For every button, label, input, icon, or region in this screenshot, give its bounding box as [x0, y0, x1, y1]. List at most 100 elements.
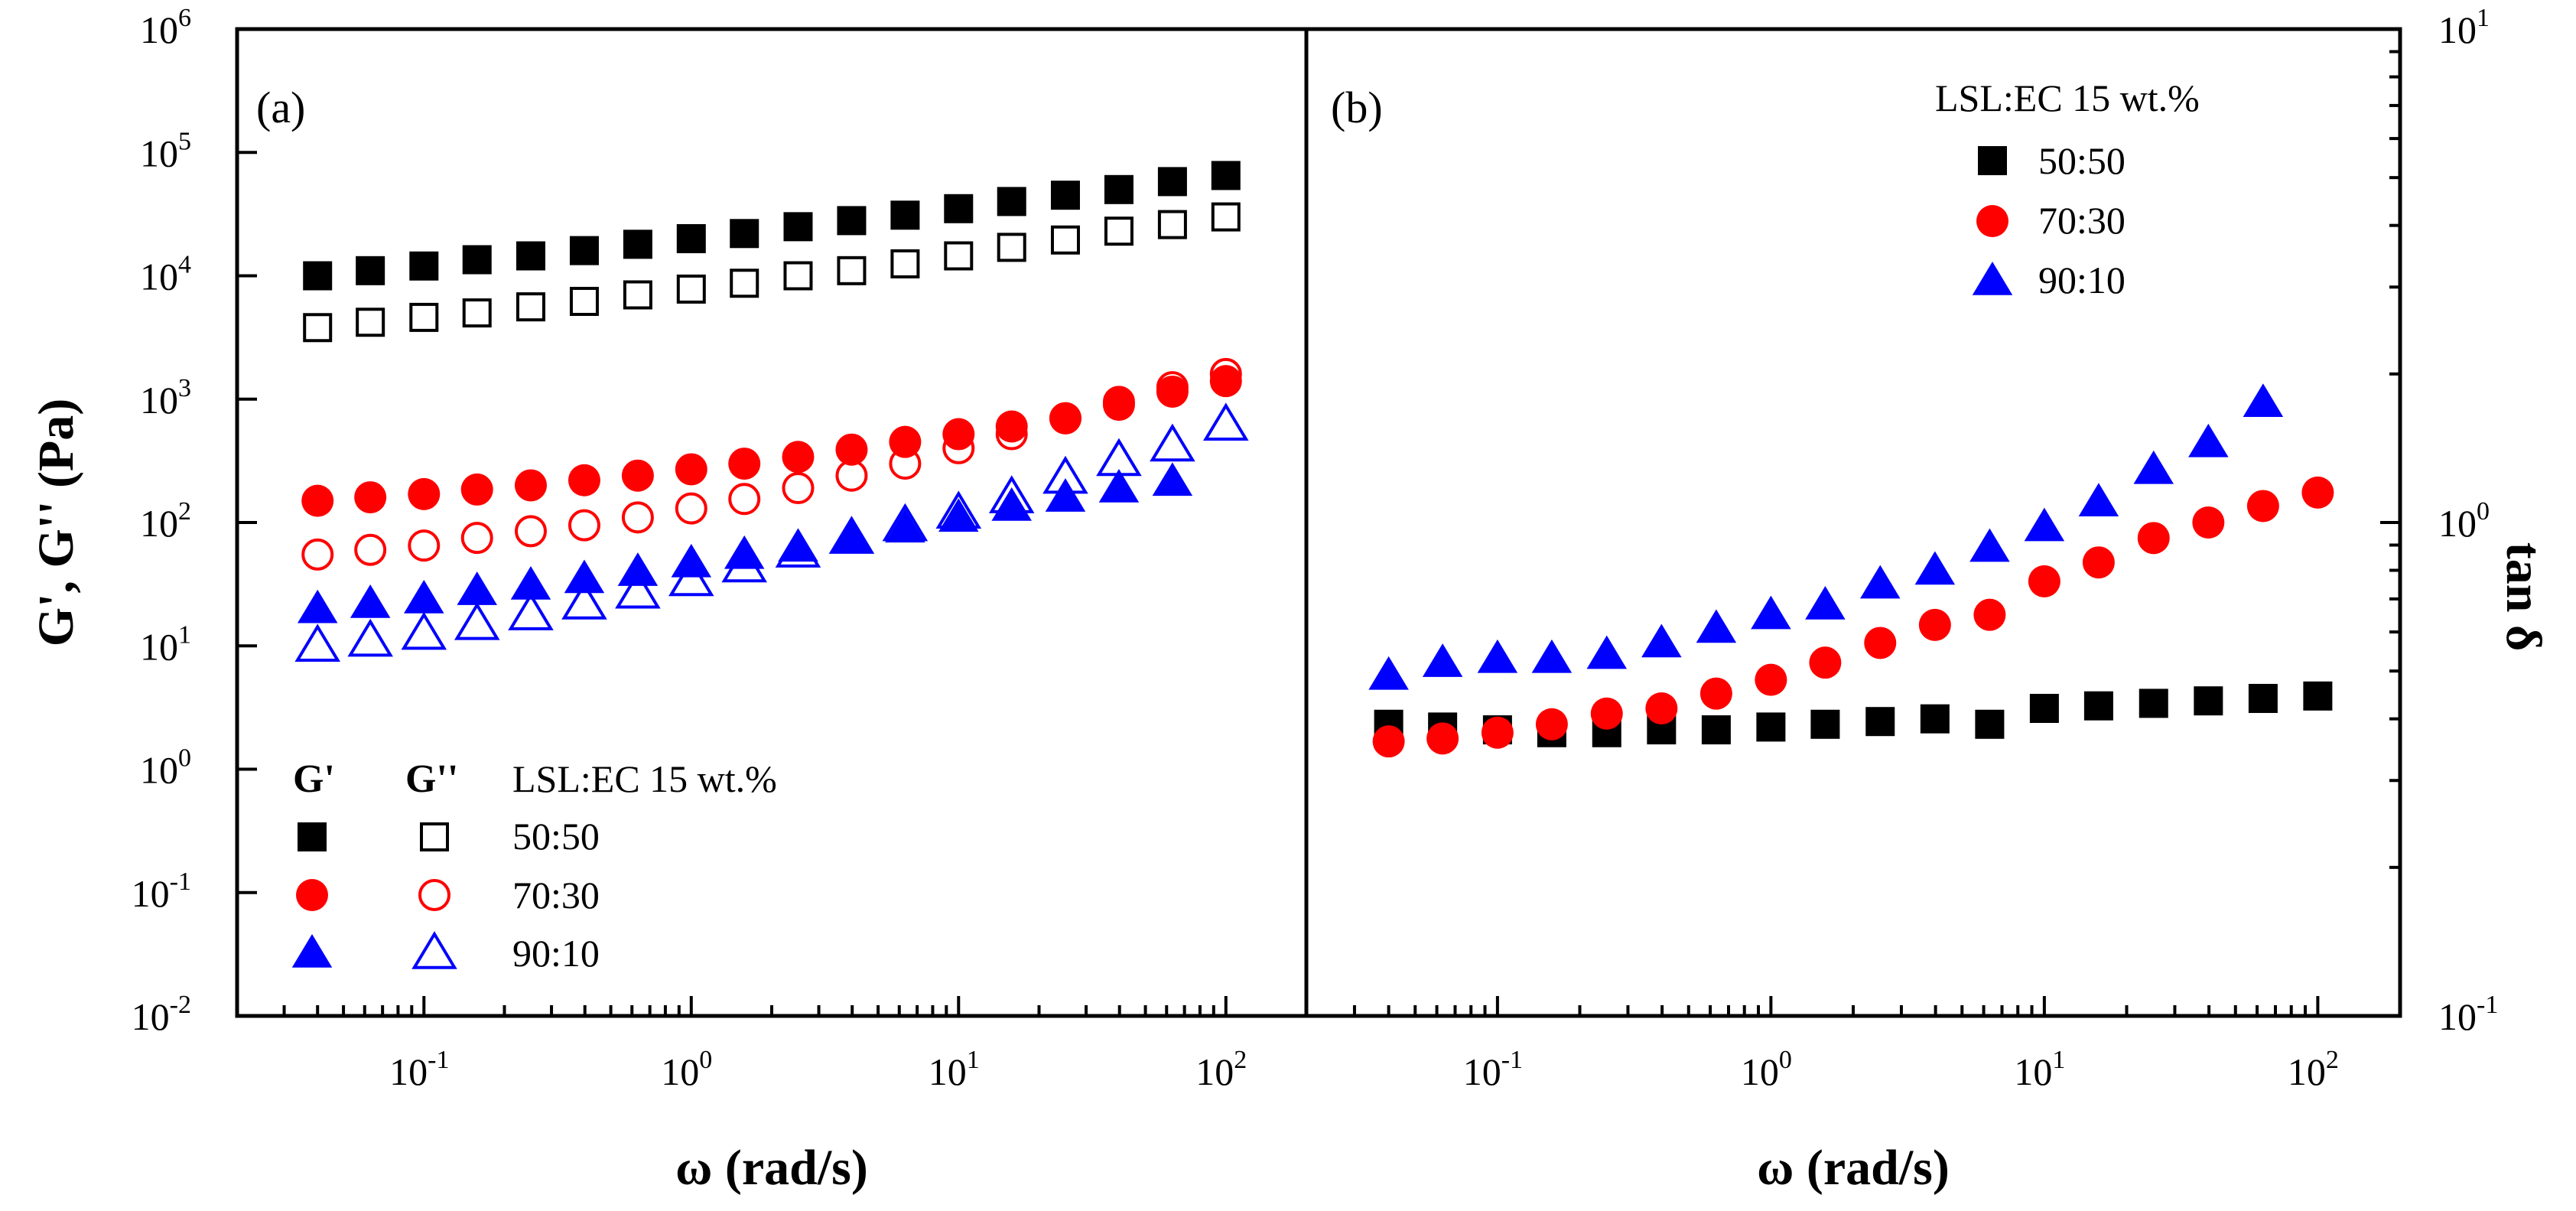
panel-a-point-g-90-10 [828, 516, 875, 554]
panel-a-point-g-90-10 [1152, 462, 1193, 496]
panel-b-point-70-30 [2082, 546, 2115, 579]
legend-a-open-circle-marker [418, 879, 450, 911]
legend-b-triangle-marker [1972, 262, 2013, 295]
panel-b-point-70-30 [1590, 697, 1623, 730]
panel-a-point-g-70-30 [514, 469, 547, 502]
panel-b-point-70-30 [1535, 708, 1568, 741]
panel-b-point-70-30 [1918, 608, 1951, 641]
panel-b-point-50-50 [1701, 715, 1731, 745]
panel-a-point-g-50-50 [569, 286, 599, 316]
panel-a-point-g-50-50 [1050, 225, 1080, 255]
panel-a-point-g-50-50 [409, 251, 439, 281]
panel-a-point-g-50-50 [356, 256, 385, 285]
panel-a-point-g-90-10 [510, 566, 551, 600]
panel-a-point-g-50-50 [944, 194, 974, 223]
legend-a-col2-header: G'' [405, 757, 458, 801]
panel-a-point-g-50-50 [890, 249, 920, 278]
panel-a-ylabel: G', G'' (Pa) [28, 399, 84, 646]
panel-b-point-70-30 [1372, 725, 1405, 758]
panel-b-point-90-10 [1751, 595, 1791, 630]
panel-a-point-g-50-50 [569, 236, 599, 265]
panel-a-y-tick-label: 106 [140, 4, 191, 51]
panel-b-frame [1304, 27, 2402, 1018]
panel-a-point-g-50-50 [1050, 181, 1080, 210]
panel-b-point-90-10 [1477, 639, 1518, 673]
panel-a-point-g-50-50 [730, 219, 759, 249]
panel-b-x-tick-label: 10-1 [1463, 1046, 1523, 1093]
panel-a-point-g-70-30 [568, 509, 600, 542]
panel-a-point-g-70-30 [835, 459, 868, 492]
panel-a-point-g-70-30 [942, 431, 975, 464]
legend-b-title: LSL:EC 15 wt.% [1935, 77, 2200, 119]
panel-a-point-g-70-30 [460, 522, 493, 555]
panel-a-point-g-70-30 [889, 448, 922, 480]
panel-b-point-70-30 [2028, 565, 2060, 597]
panel-b-point-90-10 [2078, 483, 2119, 517]
panel-a-point-g-50-50 [409, 302, 439, 332]
legend-b-square-marker [1978, 146, 2007, 175]
panel-b-y-tick-label: 100 [2438, 497, 2490, 545]
panel-a-point-g-50-50 [1211, 161, 1241, 190]
panel-a-point-g-70-30 [995, 418, 1028, 451]
legend-b-entry-90-10: 90:10 [2038, 259, 2126, 301]
legend-b-circle-marker [1976, 205, 2008, 237]
panel-a-point-g-70-30 [675, 492, 707, 525]
panel-a-point-g-70-30 [1209, 365, 1242, 398]
panel-a-x-tick-label: 102 [1195, 1046, 1247, 1093]
panel-a-point-g-50-50 [516, 292, 545, 322]
panel-a-point-g-50-50 [890, 200, 920, 230]
panel-a-point-g-50-50 [676, 274, 706, 304]
marks-layer [294, 161, 2334, 758]
panel-a-point-g-70-30 [1102, 386, 1135, 418]
panel-a-point-g-90-10 [297, 589, 338, 623]
panel-a-point-g-90-10 [778, 528, 818, 562]
panel-a-point-g-50-50 [837, 256, 867, 285]
panel-b-point-90-10 [2133, 450, 2174, 484]
panel-b-y-tick-label: 101 [2438, 4, 2490, 51]
panel-b-legend: LSL:EC 15 wt.% 50:50 70:30 90:10 [1935, 77, 2200, 301]
panel-b-point-50-50 [2194, 686, 2223, 716]
panel-a-point-g-50-50 [1104, 174, 1134, 204]
legend-a-marks [291, 822, 457, 969]
panel-a-point-g-70-30 [408, 529, 441, 562]
panel-a-point-g-50-50 [303, 313, 333, 343]
panel-a-point-g-90-10 [1096, 438, 1142, 477]
panel-a-point-g-50-50 [462, 298, 492, 328]
panel-b-point-70-30 [1973, 598, 2006, 631]
panel-a-point-g-70-30 [675, 453, 707, 486]
panel-a-legend: G' G'' LSL:EC 15 wt.% 50:50 70:30 90:10 [291, 757, 777, 975]
panel-a-point-g-70-30 [1209, 357, 1242, 390]
ticks-layer: 10-1 100 101 102 10-2 10-1 100 101 102 103 104 105 1… [132, 4, 2499, 1093]
panel-a-point-g-90-10 [724, 535, 765, 569]
panel-a-point-g-50-50 [1104, 216, 1134, 246]
panel-a-point-g-70-30 [354, 533, 387, 566]
panel-a-point-g-90-10 [561, 581, 607, 620]
panel-a-point-g-50-50 [303, 261, 333, 291]
panel-b-point-50-50 [2248, 683, 2278, 713]
panel-a-point-g-90-10 [615, 570, 661, 609]
panel-a-point-g-90-10 [882, 503, 929, 542]
panel-b-point-50-50 [1975, 709, 2005, 739]
legend-a-col1-header: G' [293, 757, 335, 801]
panel-b-point-90-10 [2243, 383, 2284, 417]
panel-b-point-70-30 [1755, 663, 1787, 696]
panel-a-point-g-70-30 [354, 481, 387, 514]
panel-a-point-g-90-10 [668, 558, 714, 597]
panel-b-xlabel: ω (rad/s) [1757, 1140, 1950, 1196]
panel-b-point-50-50 [2083, 691, 2113, 721]
panel-b-point-90-10 [1368, 656, 1409, 690]
panel-a-y-tick-label: 101 [140, 620, 191, 668]
panel-a-y-tick-label: 10-2 [132, 991, 191, 1038]
panel-b-point-70-30 [2192, 506, 2225, 539]
panel-a-point-g-90-10 [350, 584, 391, 618]
panel-a-y-tick-label: 105 [140, 127, 191, 174]
panel-a-x-tick-label: 101 [929, 1046, 980, 1093]
panel-a-point-g-90-10 [1042, 455, 1088, 494]
panel-b-point-50-50 [1920, 704, 1950, 734]
panel-a-frame [235, 27, 1309, 1018]
panel-a-point-g-90-10 [988, 475, 1035, 513]
panel-b-x-tick-label: 100 [1741, 1046, 1792, 1093]
panel-b-x-tick-label: 102 [2288, 1046, 2339, 1093]
panel-a-point-g-50-50 [783, 261, 813, 291]
panel-a-y-tick-label: 103 [140, 374, 191, 422]
